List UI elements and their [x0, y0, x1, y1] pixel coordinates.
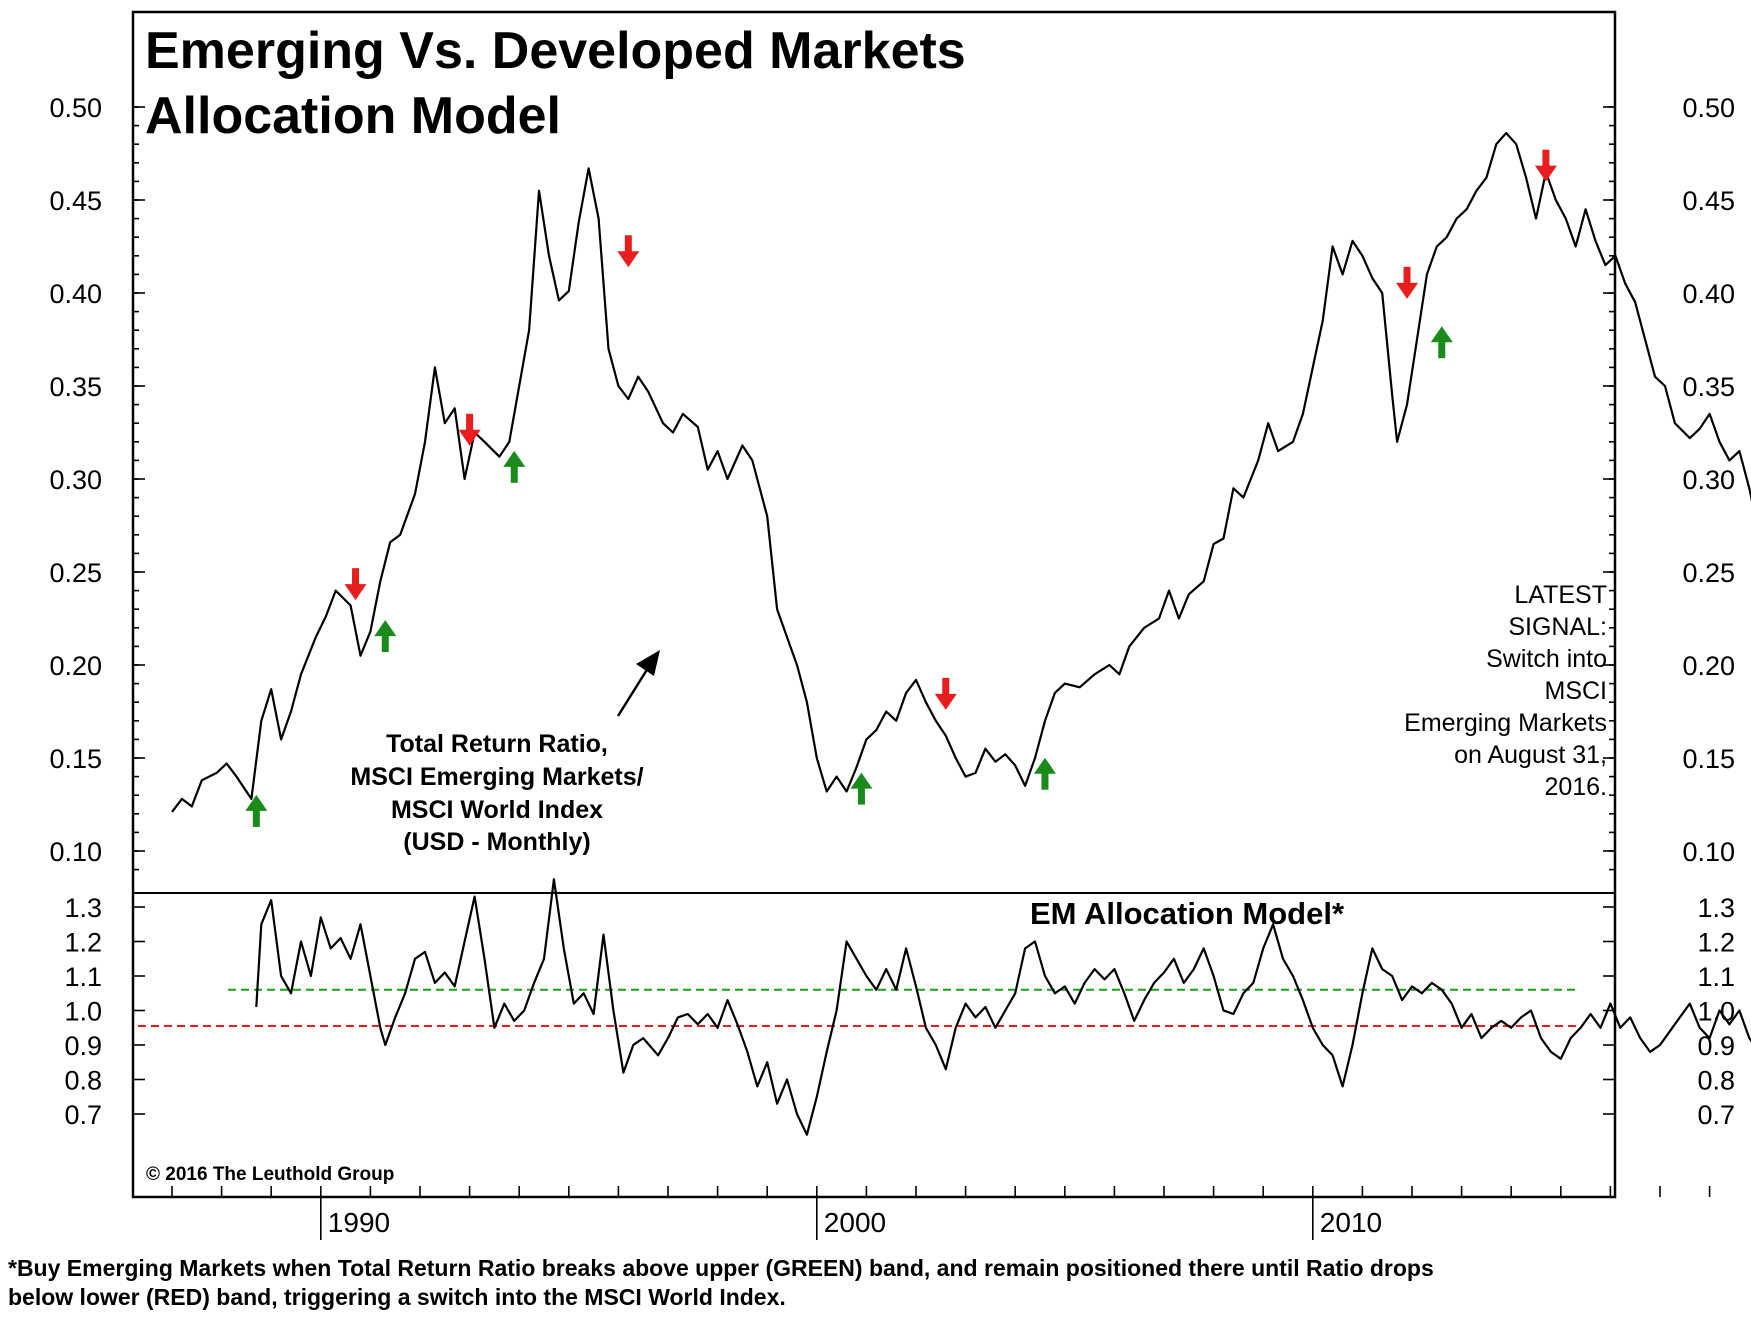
sell-arrow-shaft	[942, 677, 950, 696]
latest-signal-line-1: LATEST	[1514, 581, 1607, 609]
sell-arrow-shaft	[466, 413, 474, 432]
y-tick-label-right-upper: 0.45	[1682, 186, 1735, 216]
buy-arrow-shaft	[1041, 771, 1049, 790]
y-tick-label-right-upper: 0.30	[1682, 465, 1735, 495]
signal-arrows	[245, 149, 1557, 827]
y-tick-label-right-lower: 1.1	[1697, 962, 1735, 992]
sell-arrow-head	[934, 693, 957, 710]
footnote-line-2: below lower (RED) band, triggering a swi…	[8, 1284, 786, 1310]
buy-arrow-head	[1033, 757, 1056, 774]
y-tick-label-left-lower: 1.2	[64, 928, 102, 958]
y-tick-label-right-upper: 0.25	[1682, 558, 1735, 588]
y-tick-label-right-upper: 0.35	[1682, 372, 1735, 402]
y-tick-label-left-upper: 0.40	[49, 279, 102, 309]
buy-arrow-head	[503, 450, 526, 467]
y-tick-label-left-upper: 0.20	[49, 651, 102, 681]
plot-frame	[131, 10, 1617, 1199]
buy-arrow-head	[850, 772, 873, 789]
sell-arrow-head	[1396, 282, 1419, 299]
sell-arrow-shaft	[352, 568, 360, 587]
y-tick-label-left-lower: 1.1	[64, 962, 102, 992]
copyright-notice: © 2016 The Leuthold Group	[146, 1164, 394, 1185]
y-tick-label-right-upper: 0.50	[1682, 93, 1735, 123]
series-label-line-4: (USD - Monthly)	[403, 828, 590, 856]
sell-arrow-head	[617, 251, 640, 268]
buy-arrow-shaft	[857, 786, 865, 805]
latest-signal-line-4: MSCI	[1545, 677, 1608, 705]
series-label-line-3: MSCI World Index	[391, 796, 603, 824]
x-axis: 1990 2000 2010	[171, 1186, 1711, 1240]
x-tick-label: 1990	[328, 1207, 390, 1238]
y-tick-label-left-upper: 0.10	[49, 837, 102, 867]
buy-arrow-head	[245, 794, 268, 811]
y-axis-left-upper: 0.10 0.15 0.20 0.25 0.30 0.35 0.40 0.45 0.50	[49, 93, 145, 871]
latest-signal-line-5: Emerging Markets	[1404, 709, 1607, 737]
annotation-pointer-head	[636, 650, 660, 676]
y-tick-label-left-lower: 0.8	[64, 1066, 102, 1096]
y-tick-label-right-upper: 0.40	[1682, 279, 1735, 309]
y-tick-label-left-upper: 0.45	[49, 186, 102, 216]
y-tick-label-left-upper: 0.50	[49, 93, 102, 123]
buy-arrow-shaft	[252, 808, 260, 827]
y-tick-label-right-upper: 0.20	[1682, 651, 1735, 681]
sell-arrow-head	[344, 584, 367, 601]
y-tick-label-left-upper: 0.30	[49, 465, 102, 495]
ratio-series-line	[171, 131, 1751, 813]
x-tick-label: 2000	[824, 1207, 886, 1238]
buy-arrow-head	[1430, 326, 1453, 343]
y-tick-label-right-lower: 1.2	[1697, 928, 1735, 958]
chart-title-line-1: Emerging Vs. Developed Markets	[145, 22, 966, 80]
model-series-line	[255, 878, 1751, 1136]
series-annotation: Total Return Ratio, MSCI Emerging Market…	[350, 650, 660, 856]
sell-arrow-shaft	[1542, 149, 1550, 168]
y-tick-label-left-upper: 0.25	[49, 558, 102, 588]
y-tick-label-right-lower: 0.8	[1697, 1066, 1735, 1096]
y-tick-label-right-lower: 0.7	[1697, 1100, 1735, 1130]
y-tick-label-left-lower: 1.0	[64, 997, 102, 1027]
sell-arrow-shaft	[1403, 266, 1411, 285]
annotation-pointer-line	[616, 667, 650, 717]
y-tick-label-left-lower: 1.3	[64, 893, 102, 923]
y-tick-label-left-lower: 0.7	[64, 1100, 102, 1130]
latest-signal-line-3: Switch into	[1486, 645, 1607, 673]
sell-arrow-head	[1534, 165, 1557, 182]
footnote-line-1: *Buy Emerging Markets when Total Return …	[8, 1255, 1434, 1281]
latest-signal-line-2: SIGNAL:	[1508, 613, 1607, 641]
y-tick-label-right-lower: 1.3	[1697, 893, 1735, 923]
y-tick-label-right-lower: 0.9	[1697, 1031, 1735, 1061]
buy-arrow-shaft	[381, 634, 389, 653]
latest-signal-line-6: on August 31,	[1454, 741, 1607, 769]
sell-arrow-shaft	[624, 235, 632, 254]
buy-arrow-head	[374, 620, 397, 637]
chart-title-line-2: Allocation Model	[145, 87, 561, 145]
y-axis-left-lower: 0.7 0.8 0.9 1.0 1.1 1.2 1.3	[64, 893, 145, 1130]
series-label-line-1: Total Return Ratio,	[386, 730, 608, 758]
y-tick-label-right-upper: 0.15	[1682, 744, 1735, 774]
latest-signal-line-7: 2016.	[1544, 773, 1607, 801]
buy-arrow-shaft	[1438, 340, 1446, 359]
sell-arrow-head	[458, 429, 481, 446]
y-tick-label-left-upper: 0.35	[49, 372, 102, 402]
y-tick-label-left-upper: 0.15	[49, 744, 102, 774]
series-label-line-2: MSCI Emerging Markets/	[350, 763, 643, 791]
latest-signal-note: LATEST SIGNAL: Switch into MSCI Emerging…	[1404, 581, 1607, 801]
lower-panel-title: EM Allocation Model*	[1030, 896, 1345, 931]
y-tick-label-right-upper: 0.10	[1682, 837, 1735, 867]
x-tick-label: 2010	[1320, 1207, 1382, 1238]
buy-arrow-shaft	[510, 464, 518, 483]
y-axis-right-lower: 0.70.80.91.01.11.21.3	[1603, 893, 1735, 1130]
y-axis-right-upper: 0.10 0.15 0.20 0.25 0.30 0.35 0.40 0.45 0.50	[1603, 93, 1735, 871]
y-tick-label-left-lower: 0.9	[64, 1031, 102, 1061]
